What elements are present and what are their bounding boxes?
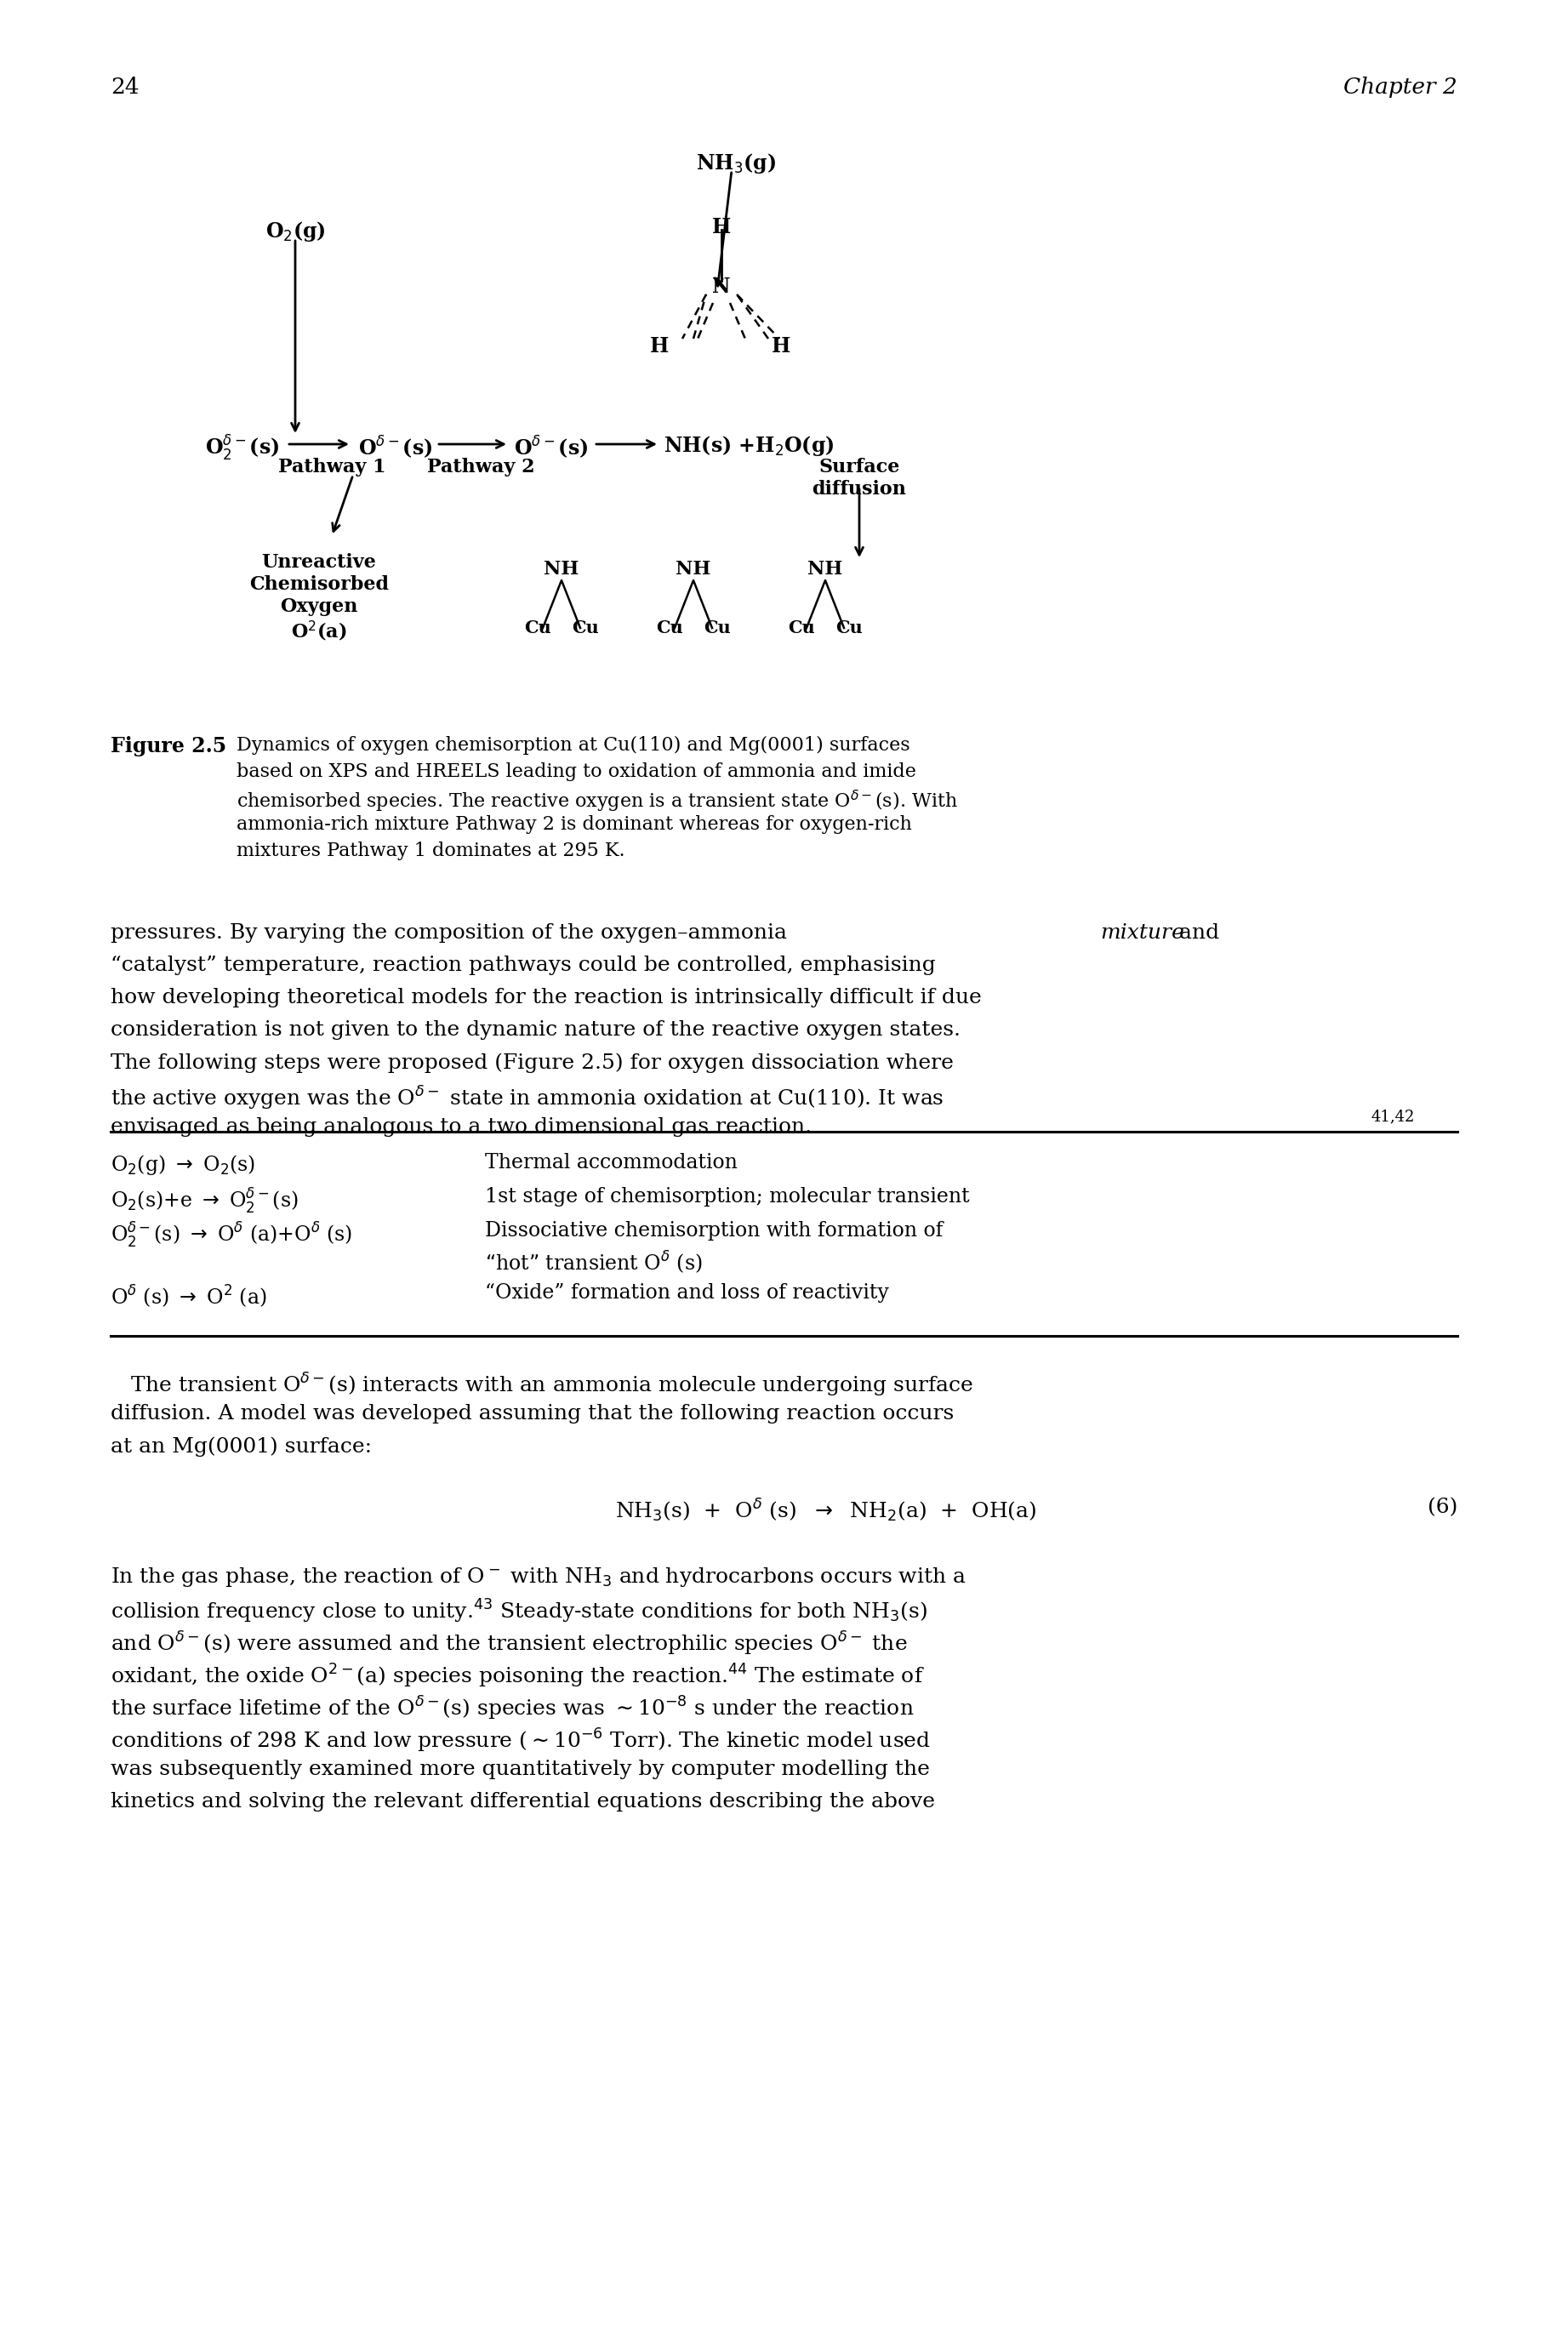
Text: “Oxide” formation and loss of reactivity: “Oxide” formation and loss of reactivity: [485, 1284, 889, 1302]
Text: chemisorbed species. The reactive oxygen is a transient state O$^{\delta-}$(s). : chemisorbed species. The reactive oxygen…: [237, 790, 958, 813]
Text: Cu: Cu: [524, 618, 552, 637]
Text: Oxygen: Oxygen: [281, 597, 358, 616]
Text: based on XPS and HREELS leading to oxidation of ammonia and imide: based on XPS and HREELS leading to oxida…: [237, 762, 916, 781]
Text: O$_2$(g) $\rightarrow$ O$_2$(s): O$_2$(g) $\rightarrow$ O$_2$(s): [111, 1152, 256, 1178]
Text: NH$_3$(g): NH$_3$(g): [696, 150, 776, 176]
Text: The transient O$^{\delta-}$(s) interacts with an ammonia molecule undergoing sur: The transient O$^{\delta-}$(s) interacts…: [111, 1371, 974, 1399]
Text: In the gas phase, the reaction of O$^-$ with NH$_3$ and hydrocarbons occurs with: In the gas phase, the reaction of O$^-$ …: [111, 1566, 966, 1589]
Text: 1st stage of chemisorption; molecular transient: 1st stage of chemisorption; molecular tr…: [485, 1187, 969, 1206]
Text: Pathway 2: Pathway 2: [426, 458, 535, 477]
Text: Surface: Surface: [818, 458, 900, 477]
Text: NH: NH: [808, 560, 844, 578]
Text: how developing theoretical models for the reaction is intrinsically difficult if: how developing theoretical models for th…: [111, 987, 982, 1009]
Text: consideration is not given to the dynamic nature of the reactive oxygen states.: consideration is not given to the dynami…: [111, 1020, 961, 1039]
Text: 24: 24: [111, 78, 140, 99]
Text: O$^{\delta-}_2$(s) $\rightarrow$ O$^{\delta}$ (a)+O$^{\delta}$ (s): O$^{\delta-}_2$(s) $\rightarrow$ O$^{\de…: [111, 1220, 353, 1251]
Text: NH: NH: [544, 560, 579, 578]
Text: Chapter 2: Chapter 2: [1344, 78, 1457, 99]
Text: O$^{\delta}$ (s) $\rightarrow$ O$^2$ (a): O$^{\delta}$ (s) $\rightarrow$ O$^2$ (a): [111, 1284, 267, 1310]
Text: Cu: Cu: [789, 618, 815, 637]
Text: Unreactive: Unreactive: [262, 552, 376, 571]
Text: O$^2$(a): O$^2$(a): [292, 618, 347, 644]
Text: Figure 2.5: Figure 2.5: [111, 736, 226, 757]
Text: Cu: Cu: [655, 618, 684, 637]
Text: envisaged as being analogous to a two dimensional gas reaction.: envisaged as being analogous to a two di…: [111, 1117, 812, 1138]
Text: Cu: Cu: [836, 618, 862, 637]
Text: O$^{\delta-}$(s): O$^{\delta-}$(s): [359, 435, 433, 461]
Text: H: H: [771, 336, 790, 357]
Text: NH$_3$(s)  +  O$^{\delta}$ (s)  $\rightarrow$  NH$_2$(a)  +  OH(a): NH$_3$(s) + O$^{\delta}$ (s) $\rightarro…: [615, 1498, 1036, 1523]
Text: was subsequently examined more quantitatively by computer modelling the: was subsequently examined more quantitat…: [111, 1759, 930, 1780]
Text: O$_2$(s)+e $\rightarrow$ O$_2^{\delta-}$(s): O$_2$(s)+e $\rightarrow$ O$_2^{\delta-}$…: [111, 1187, 298, 1215]
Text: collision frequency close to unity.$^{43}$ Steady-state conditions for both NH$_: collision frequency close to unity.$^{43…: [111, 1599, 927, 1625]
Text: the surface lifetime of the O$^{\delta-}$(s) species was $\sim$10$^{-8}$ s under: the surface lifetime of the O$^{\delta-}…: [111, 1695, 914, 1723]
Text: at an Mg(0001) surface:: at an Mg(0001) surface:: [111, 1436, 372, 1455]
Text: conditions of 298 K and low pressure ($\sim$10$^{-6}$ Torr). The kinetic model u: conditions of 298 K and low pressure ($\…: [111, 1728, 931, 1754]
Text: Cu: Cu: [704, 618, 731, 637]
Text: NH(s) +H$_2$O(g): NH(s) +H$_2$O(g): [663, 435, 834, 458]
Text: and O$^{\delta-}$(s) were assumed and the transient electrophilic species O$^{\d: and O$^{\delta-}$(s) were assumed and th…: [111, 1629, 908, 1657]
Text: NH: NH: [676, 560, 710, 578]
Text: mixture: mixture: [1101, 924, 1184, 943]
Text: Thermal accommodation: Thermal accommodation: [485, 1152, 737, 1173]
Text: Dissociative chemisorption with formation of: Dissociative chemisorption with formatio…: [485, 1220, 942, 1241]
Text: (6): (6): [1427, 1498, 1457, 1516]
Text: and: and: [1173, 924, 1220, 943]
Text: oxidant, the oxide O$^{2-}$(a) species poisoning the reaction.$^{44}$ The estima: oxidant, the oxide O$^{2-}$(a) species p…: [111, 1662, 925, 1690]
Text: O$^{\delta-}$(s): O$^{\delta-}$(s): [514, 435, 588, 461]
Text: Chemisorbed: Chemisorbed: [249, 576, 389, 595]
Text: ammonia-rich mixture Pathway 2 is dominant whereas for oxygen-rich: ammonia-rich mixture Pathway 2 is domina…: [237, 816, 913, 835]
Text: “catalyst” temperature, reaction pathways could be controlled, emphasising: “catalyst” temperature, reaction pathway…: [111, 955, 936, 976]
Text: the active oxygen was the O$^{\delta-}$ state in ammonia oxidation at Cu(110). I: the active oxygen was the O$^{\delta-}$ …: [111, 1084, 944, 1112]
Text: The following steps were proposed (Figure 2.5) for oxygen dissociation where: The following steps were proposed (Figur…: [111, 1053, 953, 1072]
Text: Pathway 1: Pathway 1: [278, 458, 386, 477]
Text: Dynamics of oxygen chemisorption at Cu(110) and Mg(0001) surfaces: Dynamics of oxygen chemisorption at Cu(1…: [237, 736, 909, 755]
Text: O$_2$(g): O$_2$(g): [265, 219, 325, 245]
Text: “hot” transient O$^{\delta}$ (s): “hot” transient O$^{\delta}$ (s): [485, 1248, 702, 1274]
Text: pressures. By varying the composition of the oxygen–ammonia: pressures. By varying the composition of…: [111, 924, 793, 943]
Text: kinetics and solving the relevant differential equations describing the above: kinetics and solving the relevant differ…: [111, 1791, 935, 1813]
Text: O$_2^{\delta-}$(s): O$_2^{\delta-}$(s): [205, 435, 279, 463]
Text: H: H: [712, 216, 731, 237]
Text: N: N: [712, 277, 731, 296]
Text: mixtures Pathway 1 dominates at 295 K.: mixtures Pathway 1 dominates at 295 K.: [237, 842, 626, 860]
Text: diffusion: diffusion: [812, 480, 906, 498]
Text: Cu: Cu: [572, 618, 599, 637]
Text: 41,42: 41,42: [1372, 1110, 1416, 1124]
Text: H: H: [649, 336, 670, 357]
Text: diffusion. A model was developed assuming that the following reaction occurs: diffusion. A model was developed assumin…: [111, 1404, 953, 1425]
